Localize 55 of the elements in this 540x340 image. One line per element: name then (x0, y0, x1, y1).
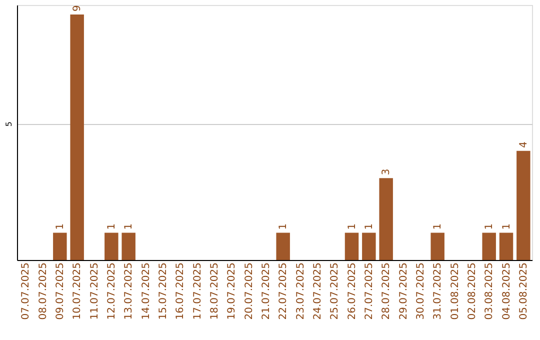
x-tick-label: 04.08.2025 (501, 262, 512, 320)
x-tick-label: 18.07.2025 (209, 262, 220, 320)
x-tick-label: 23.07.2025 (295, 262, 306, 320)
data-label: 1 (484, 223, 496, 230)
x-tick-label: 14.07.2025 (140, 262, 152, 320)
x-tick-label: 15.07.2025 (158, 262, 169, 320)
x-tick-label: 03.08.2025 (484, 262, 496, 320)
bar (379, 178, 393, 260)
data-label: 1 (278, 223, 290, 230)
bar (516, 150, 530, 260)
x-tick-label: 26.07.2025 (346, 262, 358, 320)
bar (499, 232, 514, 260)
bar (344, 232, 359, 260)
x-tick-label: 22.07.2025 (278, 262, 290, 320)
x-tick-label: 12.07.2025 (106, 262, 118, 320)
y-tick-label: 5 (4, 122, 14, 127)
bar (482, 232, 496, 260)
x-tick-label: 01.08.2025 (450, 262, 461, 320)
data-label: 1 (501, 223, 512, 230)
x-tick-label: 20.07.2025 (244, 262, 255, 320)
x-tick-label: 28.07.2025 (381, 262, 392, 320)
data-label: 3 (381, 168, 392, 176)
data-label: 1 (432, 223, 444, 230)
data-label: 1 (364, 223, 375, 230)
x-tick-label: 17.07.2025 (192, 262, 204, 320)
x-tick-label: 07.07.2025 (20, 262, 32, 320)
x-tick-label: 25.07.2025 (330, 262, 341, 320)
data-label: 1 (106, 223, 118, 230)
x-tick-label: 24.07.2025 (312, 262, 324, 320)
x-tick-label: 30.07.2025 (415, 262, 426, 320)
x-tick-label: 02.08.2025 (466, 262, 478, 320)
x-tick-label: 11.07.2025 (89, 262, 100, 320)
bar (53, 232, 67, 260)
x-tick-label: 08.07.2025 (38, 262, 49, 320)
x-tick-label: 10.07.2025 (72, 262, 84, 320)
bar (70, 14, 84, 260)
x-tick-label: 31.07.2025 (432, 262, 444, 320)
x-tick-label: 09.07.2025 (54, 262, 66, 320)
x-tick-label: 21.07.2025 (260, 262, 272, 320)
data-label: 1 (54, 223, 66, 230)
x-tick-label: 19.07.2025 (226, 262, 238, 320)
bar (430, 232, 444, 260)
data-label: 1 (346, 223, 358, 230)
x-tick-label: 13.07.2025 (124, 262, 135, 320)
data-label: 9 (72, 5, 84, 12)
x-tick-label: 16.07.2025 (175, 262, 186, 320)
bar (104, 232, 118, 260)
data-label: 1 (124, 223, 135, 230)
bar (362, 232, 376, 260)
bar (122, 232, 136, 260)
x-tick-label: 29.07.2025 (398, 262, 410, 320)
data-label: 4 (518, 142, 530, 148)
x-tick-label: 27.07.2025 (364, 262, 375, 320)
bar (276, 232, 290, 260)
x-tick-label: 05.08.2025 (518, 262, 530, 320)
